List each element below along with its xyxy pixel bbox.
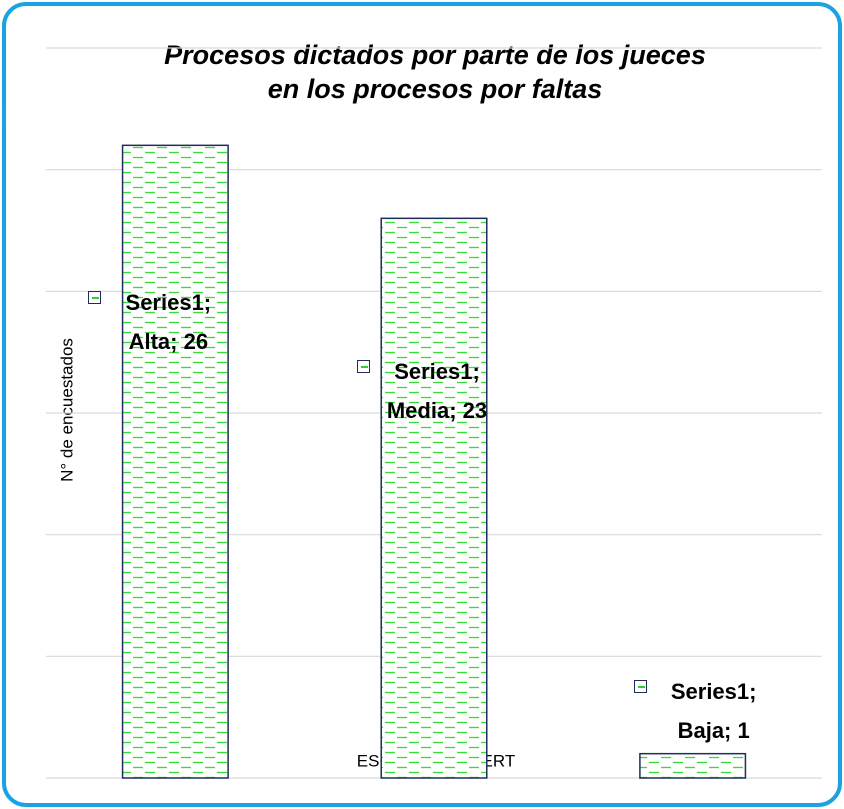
y-axis-label: N° de encuestados — [57, 338, 76, 482]
bar — [380, 217, 488, 779]
data-label: Series1; Media; 23 — [386, 359, 488, 423]
legend-key — [88, 291, 102, 304]
legend-key — [357, 360, 370, 373]
data-label: Series1; Alta; 26 — [125, 290, 212, 354]
chart-title: Procesos dictados por parte de los juece… — [164, 40, 706, 104]
data-label: Series1; Baja; 1 — [670, 679, 757, 743]
bar — [121, 144, 229, 779]
title-box: Procesos dictados por parte de los juece… — [164, 40, 706, 104]
bar — [639, 752, 747, 779]
legend-key — [633, 680, 647, 693]
